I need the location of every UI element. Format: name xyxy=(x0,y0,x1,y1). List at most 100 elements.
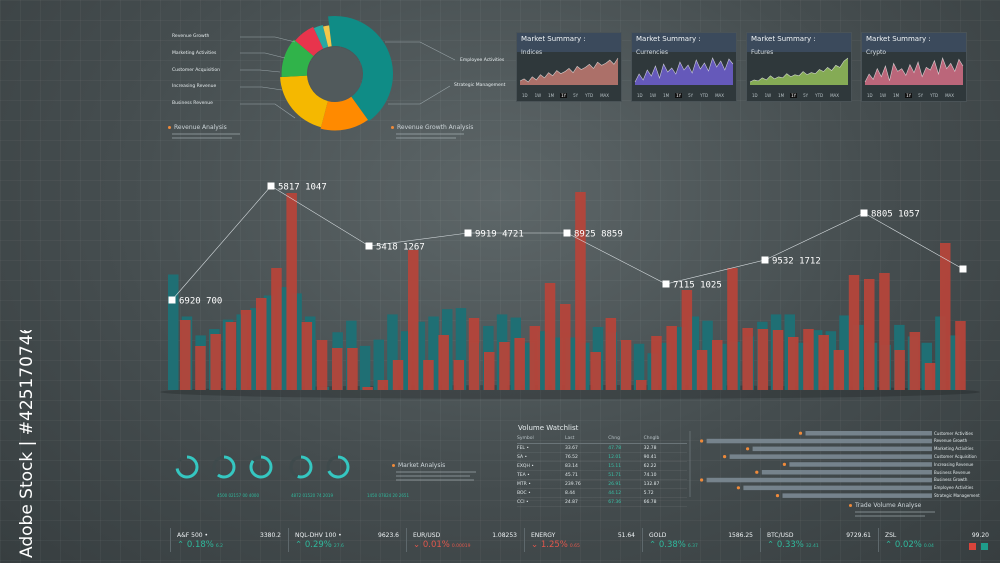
timeframe-button[interactable]: 1Y xyxy=(560,93,568,98)
watchlist-table: Symbol Last Chng Chnglb FEL • 33.67 47.78 3… xyxy=(517,436,687,507)
timeframe-button[interactable]: MAX xyxy=(715,93,725,98)
bar-red xyxy=(514,338,525,390)
bar-red xyxy=(666,326,677,390)
trade-bar xyxy=(706,438,932,444)
bar-red xyxy=(271,268,282,390)
bar-teal xyxy=(168,274,179,390)
timeframe-button[interactable]: YTD xyxy=(815,93,824,98)
market-summary-futures[interactable]: Market Summary : Futures 1D 1W 1M 1Y 5Y YTD MA… xyxy=(746,32,852,102)
market-summary-crypto[interactable]: Market Summary : Crypto 1D 1W 1M 1Y 5Y YTD MAX xyxy=(861,32,967,102)
timeframe-button[interactable]: MAX xyxy=(600,93,610,98)
ticker-item[interactable]: EUR/USD 1.08253 ⌄ 0.01% 0.00019 xyxy=(406,528,525,552)
timeframe-button[interactable]: 1W xyxy=(879,93,887,98)
bar-teal xyxy=(428,316,439,390)
timeframe-button[interactable]: 1W xyxy=(534,93,542,98)
bar-red xyxy=(195,346,206,390)
timeframe-button[interactable]: 1D xyxy=(637,93,643,98)
bar-teal xyxy=(948,335,960,390)
table-cell: 76.52 xyxy=(565,452,609,462)
ticker-change: ⌃ 0.18% 6.2 xyxy=(177,540,224,550)
ticker-change: ⌃ 0.02% 0.04 xyxy=(885,540,934,550)
timeframe-button[interactable]: 1D xyxy=(752,93,758,98)
gauge-fill xyxy=(326,455,350,479)
trade-bar xyxy=(805,431,932,436)
ticker-item[interactable]: GOLD 1586.25 ⌃ 0.38% 6.37 xyxy=(642,528,761,552)
timeframe-button[interactable]: YTD xyxy=(930,93,939,98)
market-summary-currencies[interactable]: Market Summary : Currencies 1D 1W 1M 1Y 5Y YT… xyxy=(631,32,737,102)
table-row[interactable]: CCI • 24.87 67.36 66.78 xyxy=(517,497,687,507)
table-row[interactable]: BOC • 8.44 44.12 5.72 xyxy=(517,488,687,498)
table-cell: 66.78 xyxy=(643,497,687,507)
timeframe-button[interactable]: 5Y xyxy=(688,93,694,98)
gauge-fill xyxy=(212,455,236,479)
bar-red xyxy=(590,352,601,390)
bar-red xyxy=(879,273,890,390)
timeframe-button[interactable]: 1M xyxy=(663,93,670,98)
table-row[interactable]: FEL • 33.67 47.78 32.78 xyxy=(517,443,687,453)
summary-area xyxy=(635,58,733,85)
table-row[interactable]: MTR • 239.76 26.91 132.87 xyxy=(517,479,687,489)
bar-red xyxy=(742,328,753,390)
timeframe-button[interactable]: 1Y xyxy=(790,93,798,98)
table-row[interactable]: TEA • 45.71 51.71 74.10 xyxy=(517,470,687,480)
ticker-price: 9623.6 xyxy=(378,532,399,539)
summary-header: Market Summary : Crypto xyxy=(862,33,966,56)
timeframe-button[interactable]: 1Y xyxy=(905,93,913,98)
timeframe-button[interactable]: 5Y xyxy=(573,93,579,98)
summary-chart xyxy=(519,57,619,85)
trade-bar xyxy=(706,477,932,483)
timeframe-button[interactable]: 1Y xyxy=(675,93,683,98)
ticker-item[interactable]: BTC/USD 9729.61 ⌃ 0.33% 32.41 xyxy=(760,528,879,552)
ticker-name: GOLD xyxy=(649,532,667,539)
timeframe-button[interactable]: 1D xyxy=(867,93,873,98)
bar-teal xyxy=(633,343,645,390)
timeframe-button[interactable]: YTD xyxy=(700,93,709,98)
timeframe-button[interactable]: 1D xyxy=(522,93,528,98)
bar-teal xyxy=(277,287,289,390)
column-header[interactable]: Symbol xyxy=(517,436,565,444)
summary-title: Market Summary : xyxy=(866,35,931,43)
bar-red xyxy=(727,268,738,390)
data-label: 8805 1057 xyxy=(871,210,920,220)
market-summary-indices[interactable]: Market Summary : Indices 1D 1W 1M 1Y 5Y YTD MA… xyxy=(516,32,622,102)
ticker-item[interactable]: NQL-DHV 100 • 9623.6 ⌃ 0.29% 27.6 xyxy=(288,528,407,552)
column-header[interactable]: Chng xyxy=(608,436,644,444)
ticker-name: BTC/USD xyxy=(767,532,794,539)
table-row[interactable]: EXQH • 83.14 15.11 62.22 xyxy=(517,461,687,471)
timeframe-button[interactable]: MAX xyxy=(830,93,840,98)
trade-volume-caption: Trade Volume Analyse xyxy=(849,502,921,509)
bar-red xyxy=(408,250,419,390)
timeframe-button[interactable]: 1M xyxy=(548,93,555,98)
timeframe-button[interactable]: 1W xyxy=(649,93,657,98)
bar-red xyxy=(924,363,936,390)
timeframe-button[interactable]: 5Y xyxy=(803,93,809,98)
ticker-item[interactable]: ENERGY 51.64 ⌄ 1.25% 0.65 xyxy=(524,528,643,552)
ticker-item[interactable]: ZSL 99.20 ⌃ 0.02% 0.04 xyxy=(878,528,997,552)
column-header[interactable]: Chnglb xyxy=(643,436,687,444)
timeframe-button[interactable]: YTD xyxy=(585,93,594,98)
bar-red xyxy=(620,340,632,390)
bar-red xyxy=(468,318,480,390)
sell-indicator[interactable] xyxy=(969,543,976,550)
bar-teal xyxy=(414,321,426,390)
table-row[interactable]: SA • 76.52 12.01 90.41 xyxy=(517,452,687,462)
arrow-up-icon: ⌃ xyxy=(885,540,895,550)
timeframe-button[interactable]: 1M xyxy=(893,93,900,98)
table-cell: EXQH • xyxy=(517,461,565,471)
timeframe-button[interactable]: 1W xyxy=(764,93,772,98)
bar-red xyxy=(256,298,267,390)
timeframe-button[interactable]: MAX xyxy=(945,93,955,98)
bar-red xyxy=(818,335,829,390)
buy-indicator[interactable] xyxy=(981,543,988,550)
table-cell: 33.67 xyxy=(565,443,609,453)
timeframe-button[interactable]: 1M xyxy=(778,93,785,98)
text-placeholder xyxy=(396,137,456,139)
column-header[interactable]: Last xyxy=(565,436,609,444)
ticker-item[interactable]: A&F 500 • 3380.2 ⌃ 0.18% 6.2 xyxy=(170,528,289,552)
timeframe-button[interactable]: 5Y xyxy=(918,93,924,98)
trade-bar-dot xyxy=(746,447,750,451)
leader-line xyxy=(240,36,296,43)
bar-red xyxy=(210,334,221,390)
bar-red xyxy=(560,304,571,390)
watchlist-body: FEL • 33.67 47.78 32.78 SA • 76.52 12.01 90.41 E… xyxy=(517,443,687,507)
